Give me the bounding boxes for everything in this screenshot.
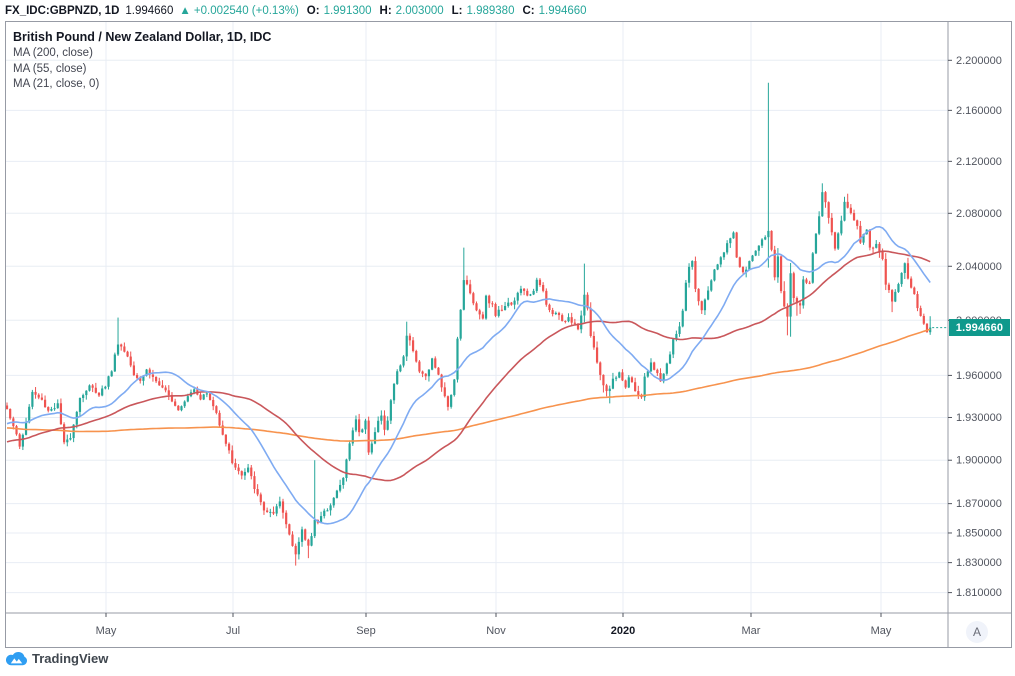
svg-text:2020: 2020 [611,625,635,637]
svg-text:1.900000: 1.900000 [956,455,1002,467]
svg-text:1.850000: 1.850000 [956,527,1002,539]
svg-text:Mar: Mar [742,625,761,637]
last-price-badge: 1.994660 [949,319,1010,337]
svg-text:2.040000: 2.040000 [956,261,1002,273]
chart-canvas[interactable]: 2.200000 2.160000 2.120000 2.080000 2.040000… [6,22,1011,647]
open-value: 1.991300 [323,4,372,17]
svg-text:2.200000: 2.200000 [956,55,1002,67]
svg-text:May: May [871,625,892,637]
svg-text:Sep: Sep [356,625,376,637]
tradingview-branding[interactable]: TradingView [6,651,108,666]
last-price: 1.994660 [125,4,174,17]
high-value: 2.003000 [395,4,444,17]
symbol-info-bar: FX_IDC:GBPNZD, 1D 1.994660 ▲ +0.002540 (… [5,2,587,19]
tradingview-logo-text: TradingView [32,651,109,666]
svg-text:Nov: Nov [486,625,506,637]
svg-text:Jul: Jul [226,625,240,637]
svg-text:1.830000: 1.830000 [956,557,1002,569]
price-change: ▲ +0.002540 (+0.13%) [179,4,299,17]
svg-text:2.160000: 2.160000 [956,105,1002,117]
high-label: H: [379,4,392,17]
svg-text:1.810000: 1.810000 [956,587,1002,599]
svg-text:May: May [96,625,117,637]
svg-text:2.080000: 2.080000 [956,208,1002,220]
low-label: L: [451,4,463,17]
close-label: C: [522,4,535,17]
chart-container[interactable]: 2.200000 2.160000 2.120000 2.080000 2.040000… [5,21,1012,648]
auto-scale-button[interactable]: A [966,621,988,643]
low-value: 1.989380 [466,4,515,17]
svg-text:1.870000: 1.870000 [956,498,1002,510]
tradingview-logo-icon [6,651,27,666]
svg-text:1.930000: 1.930000 [956,412,1002,424]
open-label: O: [306,4,320,17]
symbol-name[interactable]: FX_IDC:GBPNZD, 1D [5,4,120,17]
svg-text:1.960000: 1.960000 [956,370,1002,382]
svg-text:2.120000: 2.120000 [956,156,1002,168]
close-value: 1.994660 [538,4,587,17]
